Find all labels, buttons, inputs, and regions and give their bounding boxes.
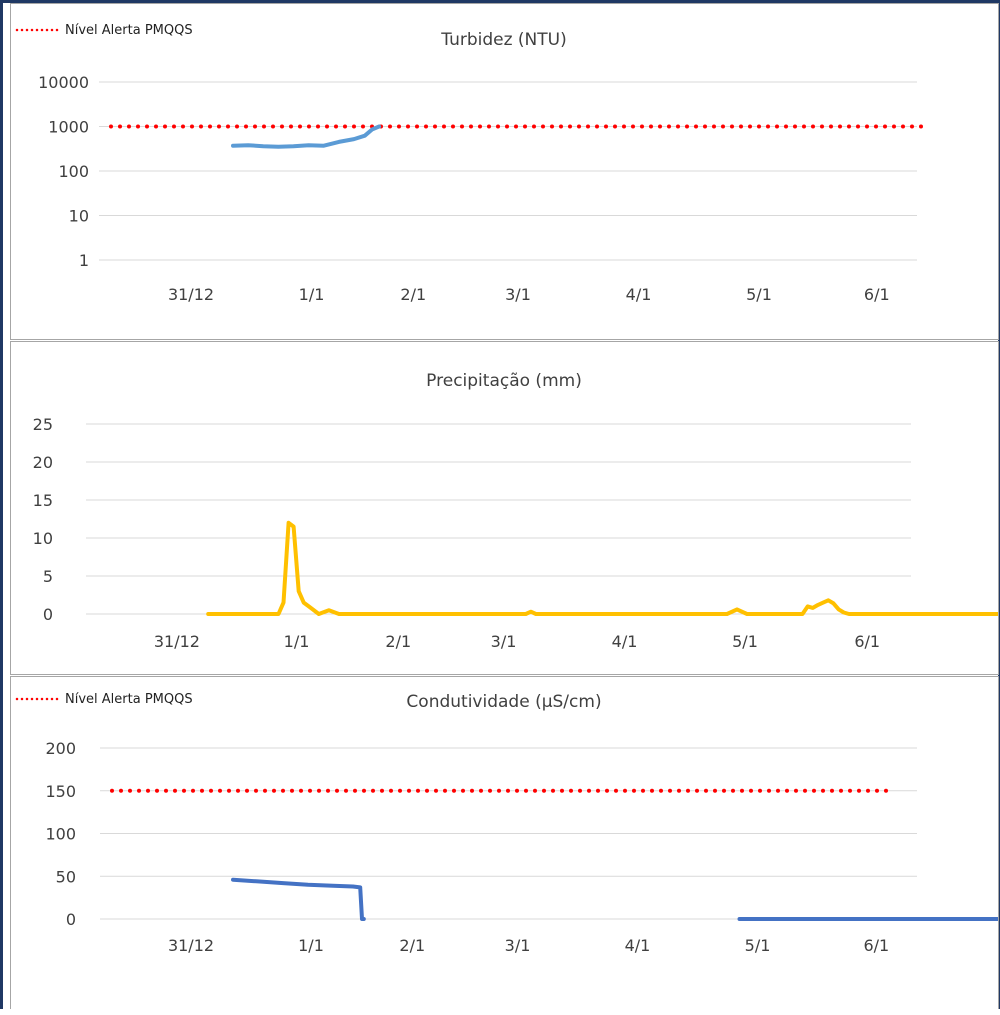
plot-area <box>99 81 929 261</box>
x-tick-label: 2/1 <box>399 936 425 955</box>
legend-label: Nível Alerta PMQQS <box>65 692 193 707</box>
precipitacao-chart: Precipitação (mm) 25 20 15 10 5 0 31/12 1/1 2/1 3/… <box>33 371 1000 651</box>
y-tick-label: 100 <box>45 825 76 844</box>
y-tick-label: 5 <box>43 567 53 586</box>
x-tick-label: 6/1 <box>864 285 890 304</box>
x-tick-label: 4/1 <box>626 285 652 304</box>
turbidez-chart-panel: Turbidez (NTU) 10000 1000 100 10 1 31/12 1/1 2/1… <box>10 3 999 340</box>
y-tick-label: 100 <box>58 162 89 181</box>
y-tick-label: 50 <box>56 867 76 886</box>
condutividade-chart-panel: Condutividade (µS/cm) 200 150 100 50 0 31/12 1/… <box>10 676 1000 1009</box>
x-tick-label: 3/1 <box>505 936 531 955</box>
plot-area <box>100 747 1000 921</box>
x-tick-label: 5/1 <box>745 936 771 955</box>
y-tick-label: 200 <box>45 739 76 758</box>
chart-title: Turbidez (NTU) <box>440 30 566 50</box>
x-tick-label: 1/1 <box>299 285 325 304</box>
y-tick-label: 15 <box>33 491 53 510</box>
chart-title: Precipitação (mm) <box>426 371 582 391</box>
y-tick-label: 1 <box>79 251 89 270</box>
y-tick-label: 20 <box>33 453 53 472</box>
plot-area <box>86 423 1000 616</box>
x-tick-label: 1/1 <box>298 936 324 955</box>
turbidez-chart: Turbidez (NTU) 10000 1000 100 10 1 31/12 1/1 2/1… <box>15 23 929 304</box>
y-tick-label: 0 <box>43 605 53 624</box>
x-tick-label: 3/1 <box>505 285 531 304</box>
y-tick-label: 150 <box>45 782 76 801</box>
series-line <box>206 520 1000 616</box>
x-tick-label: 6/1 <box>863 936 889 955</box>
series-line <box>231 124 382 149</box>
legend: Nível Alerta PMQQS <box>15 23 193 38</box>
y-tick-label: 10 <box>33 529 53 548</box>
x-tick-label: 2/1 <box>385 632 411 651</box>
x-tick-label: 4/1 <box>612 632 638 651</box>
legend-label: Nível Alerta PMQQS <box>65 23 193 38</box>
series-line <box>231 877 366 921</box>
x-tick-label: 5/1 <box>732 632 758 651</box>
x-tick-label: 5/1 <box>746 285 772 304</box>
x-tick-label: 3/1 <box>491 632 517 651</box>
chart-title: Condutividade (µS/cm) <box>406 692 601 712</box>
legend: Nível Alerta PMQQS <box>15 692 193 707</box>
x-tick-label: 31/12 <box>154 632 200 651</box>
y-tick-label: 0 <box>66 910 76 929</box>
y-tick-label: 25 <box>33 415 53 434</box>
x-tick-label: 31/12 <box>168 285 214 304</box>
y-tick-label: 10 <box>69 207 89 226</box>
x-tick-label: 1/1 <box>284 632 310 651</box>
x-tick-label: 2/1 <box>400 285 426 304</box>
x-tick-label: 4/1 <box>625 936 651 955</box>
precipitacao-chart-panel: Precipitação (mm) 25 20 15 10 5 0 31/12 1/1 2/1 3/… <box>10 341 1000 675</box>
x-tick-label: 6/1 <box>854 632 880 651</box>
y-tick-label: 1000 <box>48 118 89 137</box>
y-tick-label: 10000 <box>38 73 89 92</box>
x-tick-label: 31/12 <box>168 936 214 955</box>
condutividade-chart: Condutividade (µS/cm) 200 150 100 50 0 31/12 1/… <box>15 692 1000 955</box>
